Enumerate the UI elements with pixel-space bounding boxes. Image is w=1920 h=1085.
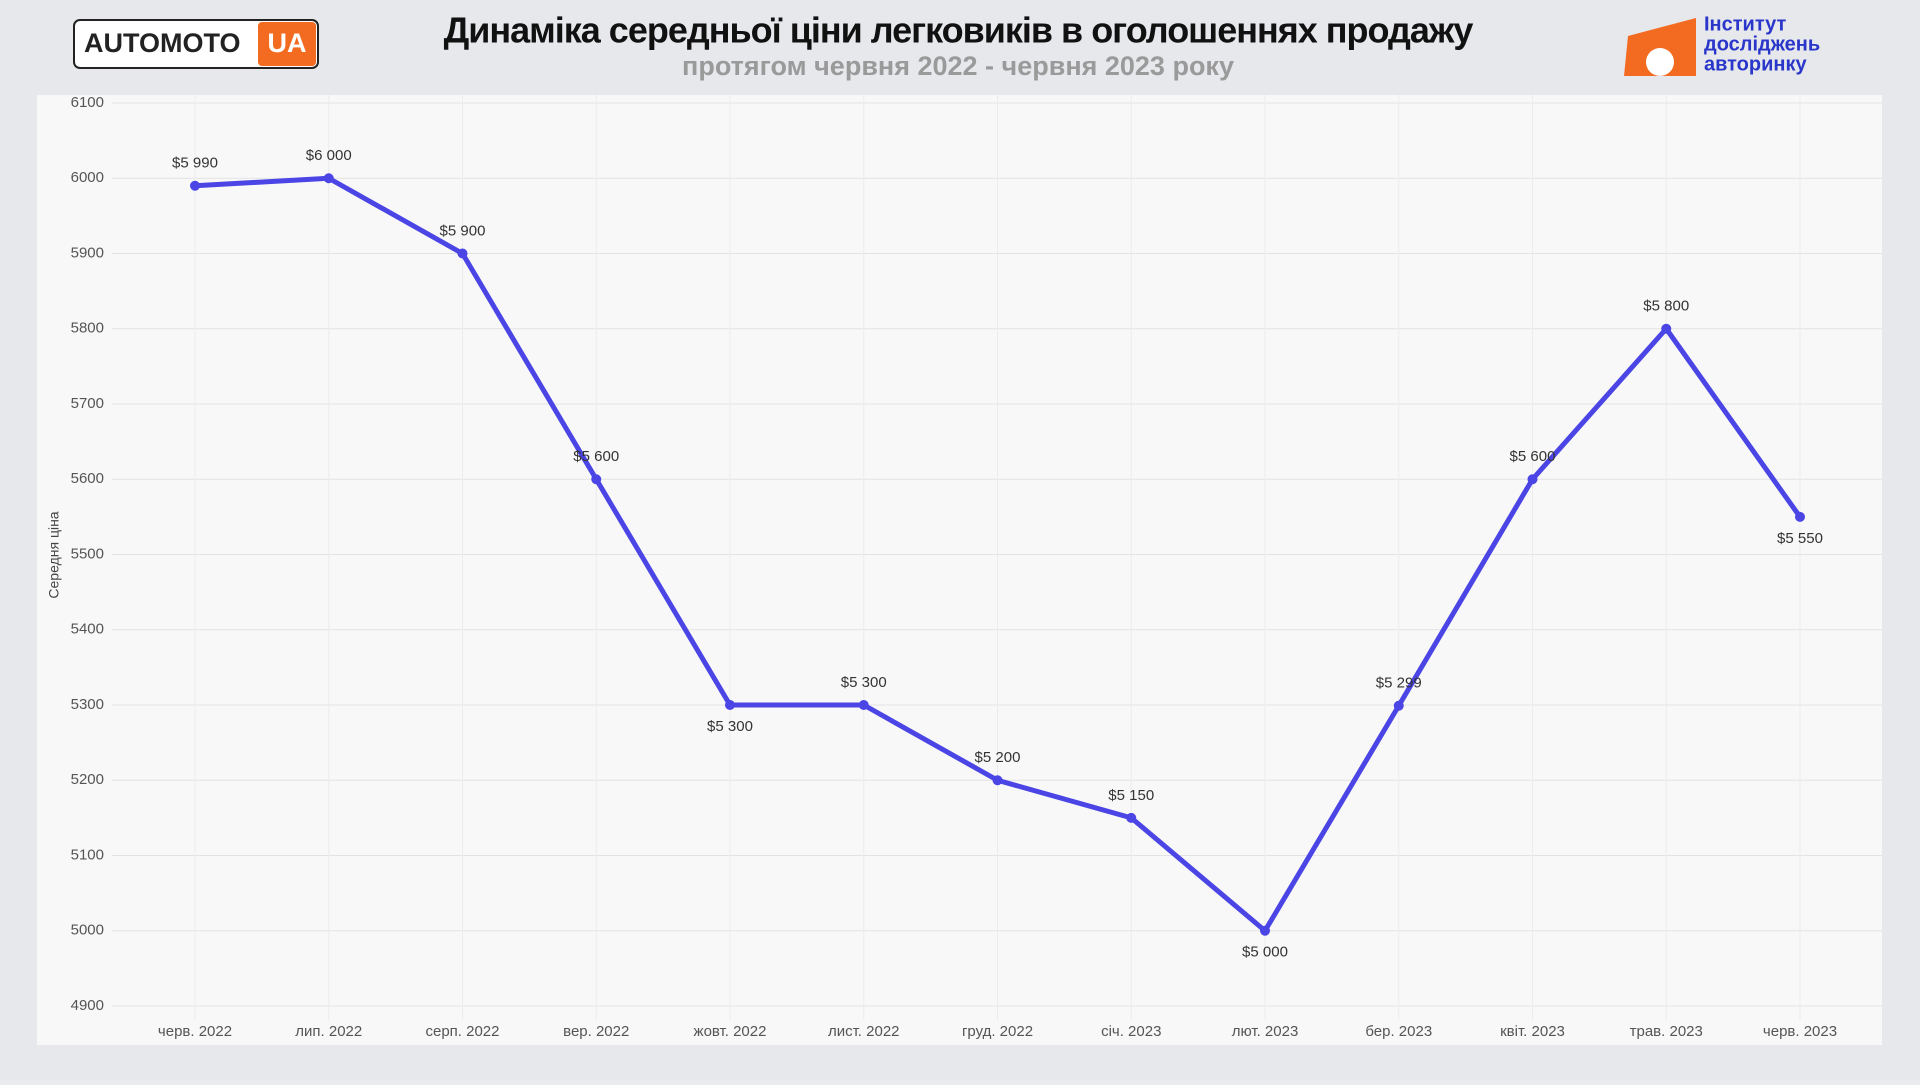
- value-label: $5 600: [573, 448, 619, 465]
- x-tick-label: лип. 2022: [295, 1023, 362, 1040]
- y-tick-label: 6100: [71, 94, 104, 111]
- x-tick-label: серп. 2022: [425, 1023, 499, 1040]
- y-axis-label: Середня ціна: [46, 511, 62, 598]
- x-tick-label: січ. 2023: [1101, 1023, 1161, 1040]
- point: [858, 700, 869, 710]
- chart-title: Динаміка середньої ціни легковиків в ого…: [444, 10, 1474, 51]
- y-tick-label: 4900: [71, 997, 104, 1014]
- point: [190, 180, 200, 191]
- x-tick-label: трав. 2023: [1630, 1023, 1703, 1040]
- value-label: $5 299: [1376, 675, 1422, 692]
- value-label: $5 800: [1643, 298, 1689, 315]
- y-tick-label: 5000: [71, 922, 104, 939]
- chart-subtitle: протягом червня 2022 - червня 2023 року: [682, 51, 1234, 81]
- point: [725, 700, 735, 710]
- plot-area: [37, 95, 1882, 1045]
- y-tick-label: 5300: [71, 696, 104, 713]
- point: [1527, 474, 1538, 485]
- point: [1393, 700, 1404, 711]
- value-label: $5 990: [172, 155, 218, 172]
- point: [1260, 925, 1270, 936]
- x-tick-label: бер. 2023: [1365, 1023, 1432, 1040]
- x-tick-label: черв. 2023: [1763, 1023, 1837, 1040]
- y-tick-label: 5100: [71, 846, 104, 863]
- logo-right-clock: [1646, 48, 1674, 76]
- logo-right-line: Інститут: [1704, 13, 1787, 35]
- logo-right-line: авторинку: [1704, 53, 1808, 75]
- point: [457, 248, 468, 259]
- logo-right-icon: [1624, 18, 1696, 76]
- point: [992, 775, 1003, 786]
- value-label: $5 600: [1510, 448, 1556, 465]
- logo-left-badge: UA: [268, 28, 307, 58]
- value-label: $5 200: [975, 749, 1021, 766]
- value-label: $6 000: [306, 147, 352, 164]
- value-label: $5 900: [440, 222, 486, 239]
- point: [323, 173, 334, 184]
- x-tick-label: вер. 2022: [563, 1023, 629, 1040]
- logo-left-box: [73, 19, 319, 69]
- point: [1661, 323, 1672, 334]
- y-tick-label: 5800: [71, 320, 104, 337]
- value-label: $5 150: [1108, 787, 1154, 804]
- y-tick-label: 6000: [71, 169, 104, 186]
- point: [1795, 511, 1805, 522]
- x-tick-label: квіт. 2023: [1500, 1023, 1565, 1040]
- y-tick-label: 5200: [71, 771, 104, 788]
- logo-badge-box: [258, 22, 316, 66]
- x-tick-label: жовт. 2022: [694, 1023, 767, 1040]
- value-label: $5 000: [1242, 944, 1288, 961]
- y-tick-label: 5900: [71, 244, 104, 261]
- value-label: $5 300: [707, 718, 753, 735]
- y-tick-label: 5400: [71, 621, 104, 638]
- x-tick-label: лист. 2022: [828, 1023, 900, 1040]
- x-tick-label: черв. 2022: [158, 1023, 232, 1040]
- y-tick-label: 5600: [71, 470, 104, 487]
- value-label: $5 550: [1777, 530, 1823, 547]
- logo-right-line: досліджень: [1704, 33, 1820, 55]
- point: [591, 474, 602, 485]
- logo-left: AUTOMOTO: [84, 28, 241, 58]
- x-tick-label: груд. 2022: [962, 1023, 1033, 1040]
- value-label: $5 300: [841, 674, 887, 691]
- point: [1126, 812, 1137, 823]
- x-tick-label: лют. 2023: [1232, 1023, 1299, 1040]
- y-tick-label: 5500: [71, 545, 104, 562]
- y-tick-label: 5700: [71, 395, 104, 412]
